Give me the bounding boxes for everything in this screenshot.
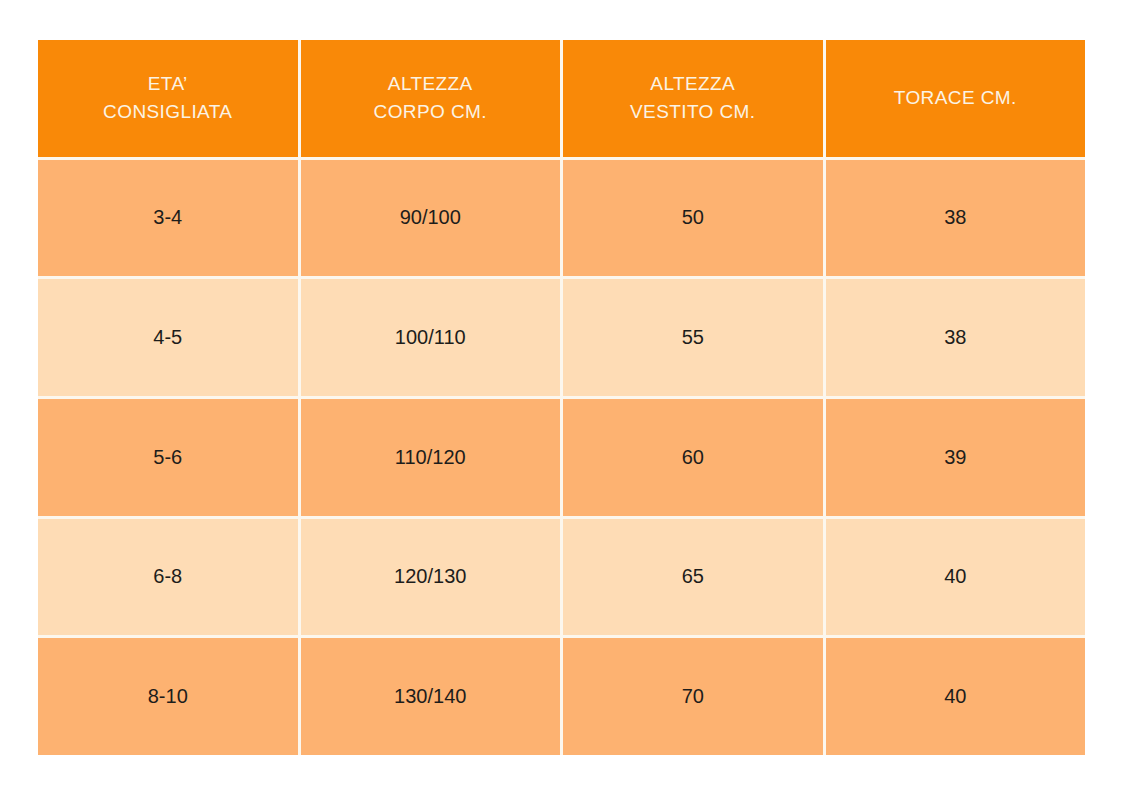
- table-cell: 38: [826, 160, 1086, 277]
- table-cell: 55: [563, 279, 823, 396]
- table-cell: 40: [826, 638, 1086, 755]
- column-header-torace: TORACE CM.: [826, 40, 1086, 157]
- table-cell: 90/100: [301, 160, 561, 277]
- table-cell: 110/120: [301, 399, 561, 516]
- table-cell: 5-6: [38, 399, 298, 516]
- table-cell: 8-10: [38, 638, 298, 755]
- column-header-eta-consigliata: ETA’ CONSIGLIATA: [38, 40, 298, 157]
- table-cell: 120/130: [301, 519, 561, 636]
- table-cell: 3-4: [38, 160, 298, 277]
- table-cell: 4-5: [38, 279, 298, 396]
- table-cell: 38: [826, 279, 1086, 396]
- table-cell: 60: [563, 399, 823, 516]
- table-cell: 130/140: [301, 638, 561, 755]
- column-header-altezza-corpo: ALTEZZA CORPO CM.: [301, 40, 561, 157]
- column-header-altezza-vestito: ALTEZZA VESTITO CM.: [563, 40, 823, 157]
- table-cell: 65: [563, 519, 823, 636]
- table-cell: 6-8: [38, 519, 298, 636]
- table-cell: 70: [563, 638, 823, 755]
- table-cell: 100/110: [301, 279, 561, 396]
- table-cell: 40: [826, 519, 1086, 636]
- table-cell: 50: [563, 160, 823, 277]
- table-cell: 39: [826, 399, 1086, 516]
- size-chart-table: ETA’ CONSIGLIATA ALTEZZA CORPO CM. ALTEZ…: [38, 40, 1085, 755]
- page: ETA’ CONSIGLIATA ALTEZZA CORPO CM. ALTEZ…: [0, 0, 1123, 794]
